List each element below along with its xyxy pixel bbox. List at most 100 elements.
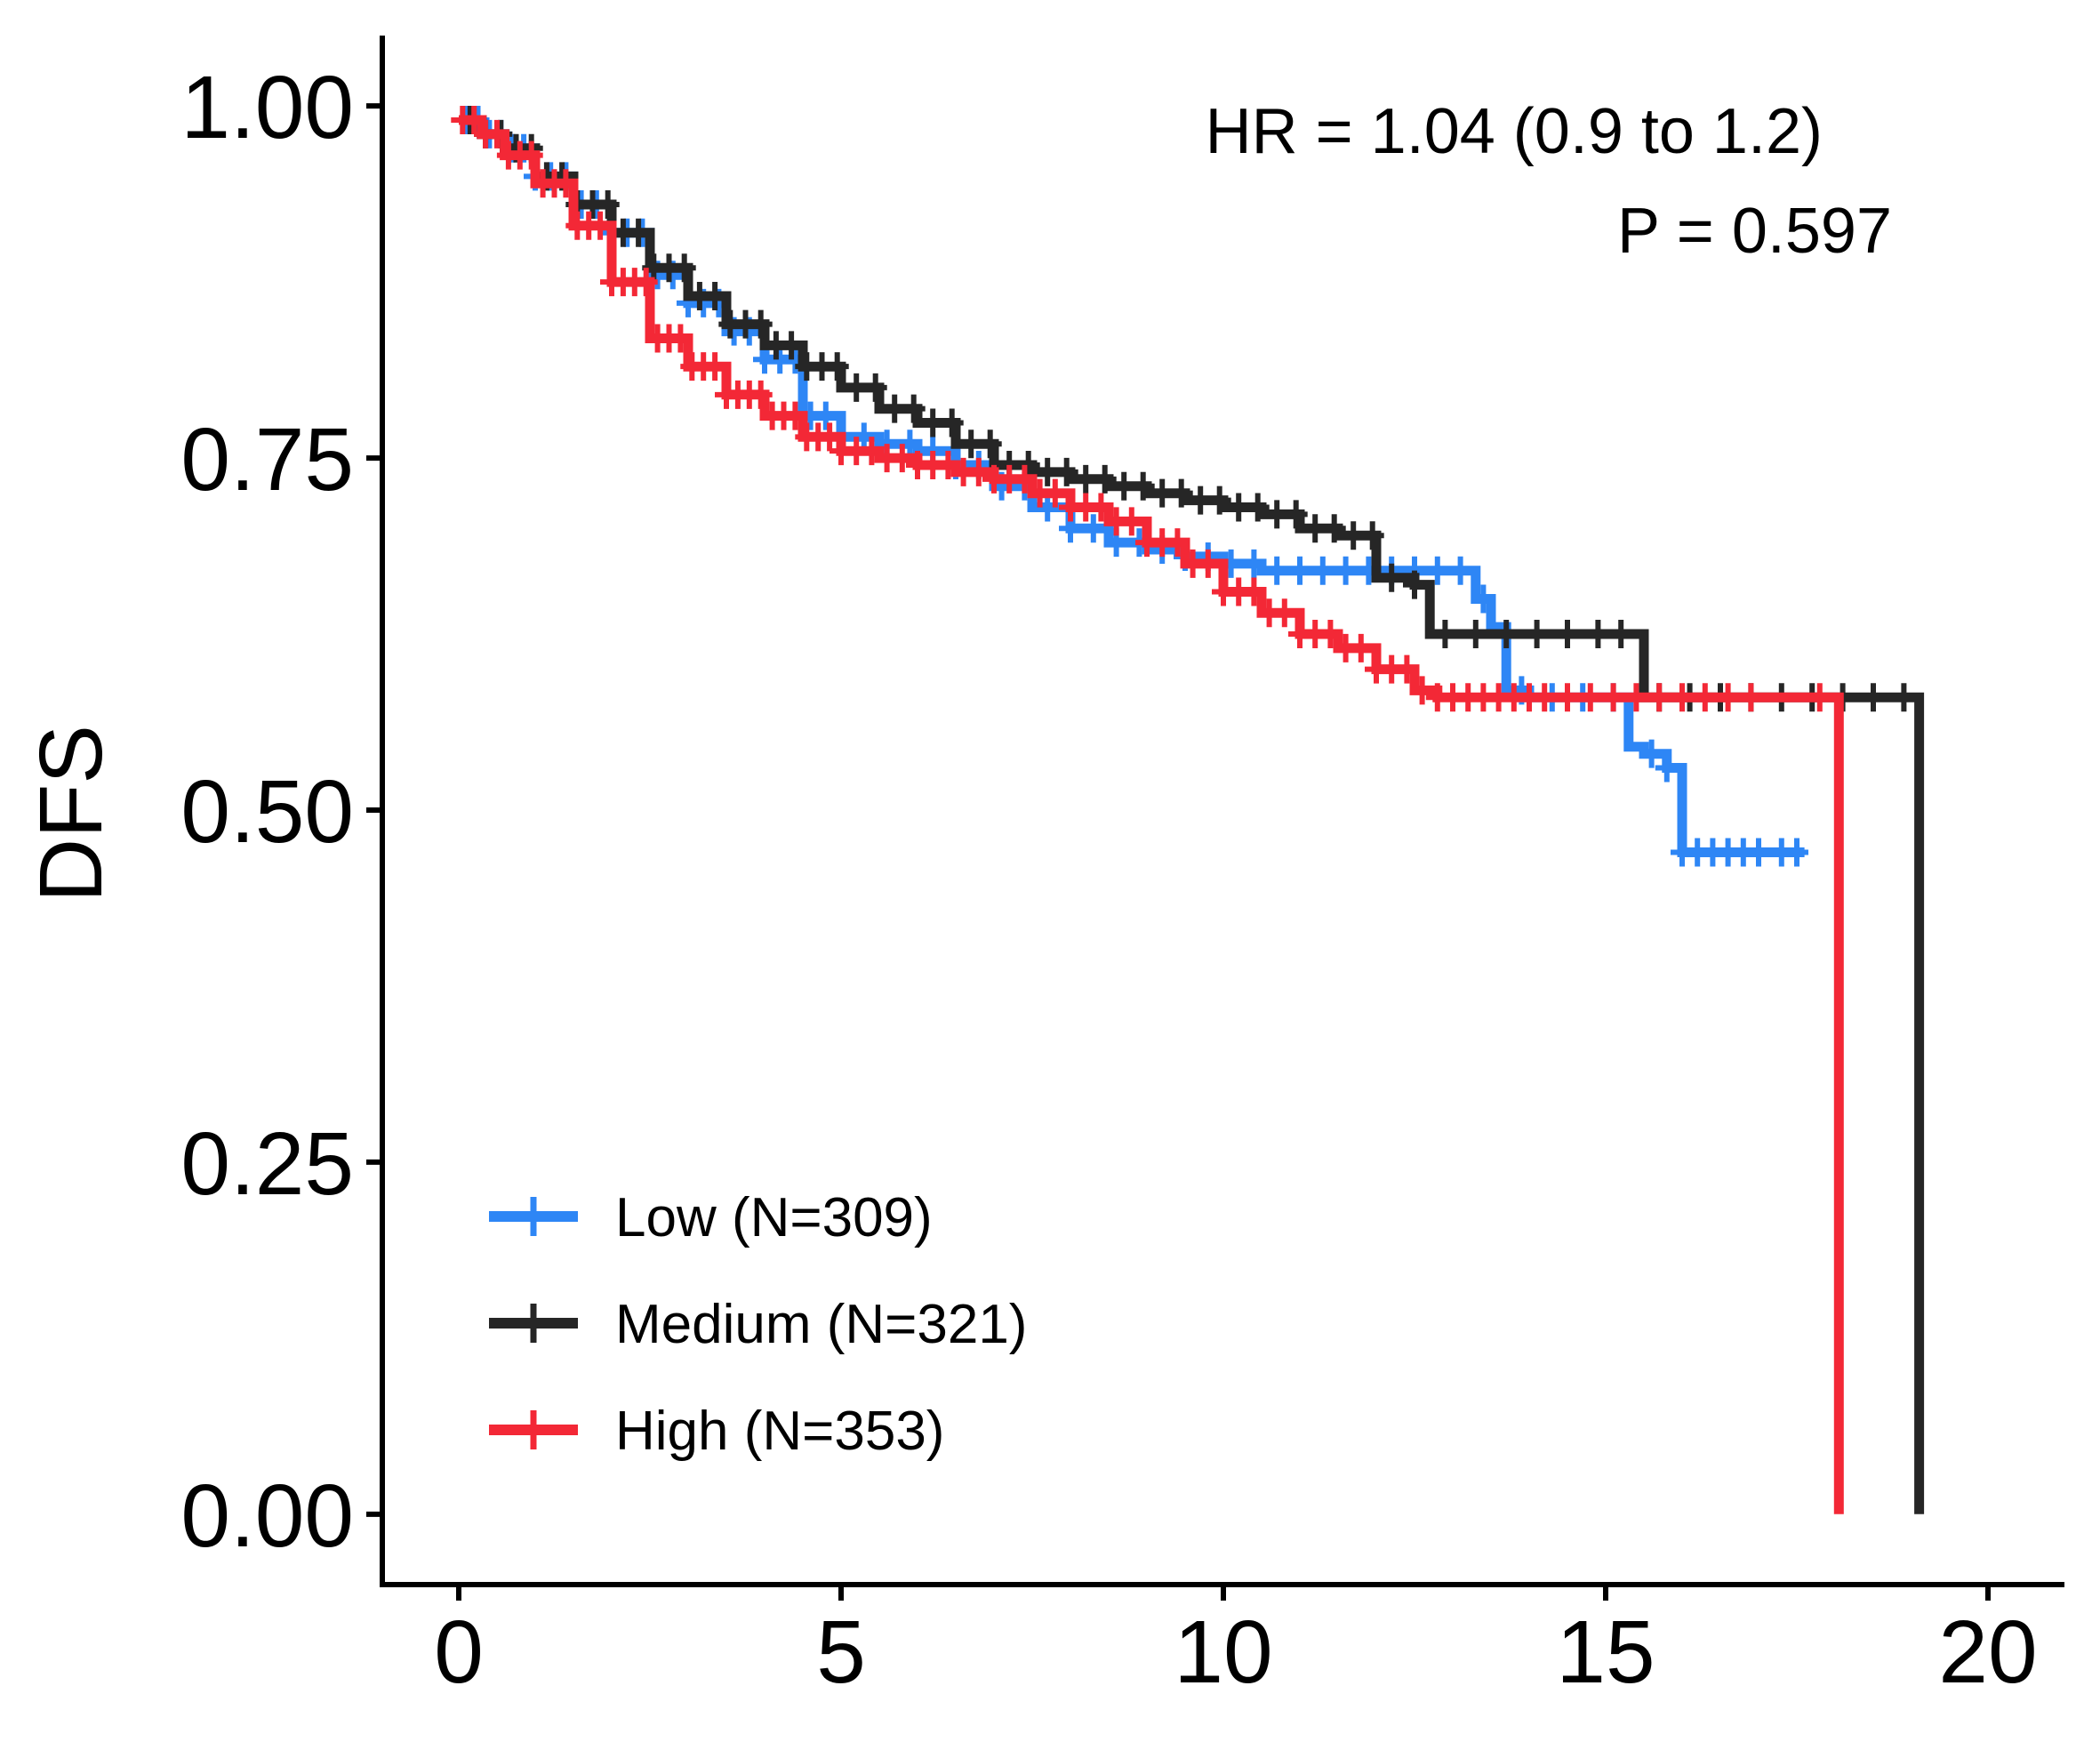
axes-layer: 0 5 10 15 20 0.00 0.25 0.50 0.75 1.00	[180, 36, 2064, 1702]
legend: Low (N=309) Medium (N=321) High (N=353)	[489, 1187, 1027, 1462]
censor-mark	[1054, 457, 1078, 486]
censor-mark	[860, 437, 884, 466]
censor-mark	[1601, 683, 1625, 712]
censor-mark	[1166, 528, 1190, 558]
censor-mark	[825, 352, 849, 381]
censor-mark	[1196, 549, 1220, 578]
legend-label-1: Medium (N=321)	[615, 1294, 1027, 1355]
x-tick-label: 20	[1938, 1602, 2037, 1702]
censor-mark	[1807, 683, 1831, 712]
x-tick-label: 10	[1174, 1602, 1272, 1702]
censor-mark	[1093, 464, 1117, 494]
censor-mark	[703, 352, 727, 381]
censor-mark	[1081, 514, 1105, 543]
censor-mark	[1265, 556, 1289, 585]
censor-mark	[783, 401, 807, 430]
censor-mark	[519, 140, 543, 170]
censor-mark	[1639, 739, 1663, 768]
censor-mark	[1089, 493, 1113, 522]
series-layer	[451, 106, 1925, 1514]
censor-mark	[1862, 683, 1885, 712]
censor-mark	[627, 218, 651, 247]
censor-mark	[1433, 620, 1457, 649]
censor-mark	[634, 268, 658, 297]
y-tick-label: 0.75	[180, 410, 354, 510]
y-tick-label: 0.25	[180, 1114, 354, 1214]
censor-mark	[1322, 514, 1346, 543]
censor-mark	[1288, 556, 1311, 585]
censor-mark	[1693, 683, 1717, 712]
censor-mark	[1533, 683, 1557, 712]
censor-mark	[485, 119, 509, 149]
censor-mark	[1586, 620, 1610, 649]
censor-mark	[1556, 620, 1579, 649]
censor-mark	[672, 253, 696, 283]
censor-mark	[1609, 620, 1633, 649]
censor-mark	[940, 408, 964, 438]
censor-mark	[1319, 620, 1343, 649]
censor-mark	[1655, 753, 1679, 783]
censor-mark	[1284, 500, 1308, 529]
y-tick-label: 0.50	[180, 762, 354, 862]
censor-mark	[978, 429, 1002, 459]
censor-mark	[1525, 620, 1549, 649]
censor-mark	[1785, 838, 1808, 867]
censor-mark	[1334, 556, 1358, 585]
censor-mark	[780, 331, 804, 360]
censor-mark	[1747, 838, 1770, 867]
censor-mark	[1495, 620, 1519, 649]
censor-mark	[936, 451, 960, 480]
censor-mark	[1739, 683, 1763, 712]
censor-mark	[1463, 620, 1487, 649]
censor-mark	[1119, 507, 1143, 536]
y-tick-label: 1.00	[180, 58, 354, 157]
censor-mark	[818, 422, 842, 452]
censor-mark	[1425, 556, 1449, 585]
censor-mark	[1380, 563, 1404, 592]
censor-mark	[966, 457, 990, 486]
censor-mark	[462, 106, 486, 135]
censor-mark	[1471, 584, 1495, 614]
censor-mark	[1169, 478, 1193, 508]
censor-mark	[1207, 486, 1231, 515]
x-tick-label: 0	[434, 1602, 484, 1702]
x-tick-label: 5	[816, 1602, 866, 1702]
censor-mark	[1448, 556, 1472, 585]
censor-mark	[863, 373, 887, 402]
censor-mark	[1556, 683, 1579, 712]
censor-mark	[1242, 577, 1266, 606]
censor-mark	[1671, 683, 1694, 712]
censor-mark	[1246, 493, 1270, 522]
censor-mark	[554, 169, 578, 198]
y-axis-title: DFS	[21, 725, 121, 903]
censor-mark	[1349, 633, 1373, 662]
censor-mark	[1716, 683, 1740, 712]
censor-mark	[1403, 570, 1426, 599]
censor-mark	[890, 444, 914, 473]
censor-mark	[1892, 683, 1916, 712]
censor-mark	[902, 394, 926, 423]
censor-mark	[1242, 549, 1266, 578]
censor-mark	[596, 190, 620, 220]
censor-mark	[1043, 478, 1067, 508]
censor-mark	[1013, 464, 1037, 494]
censor-mark	[749, 309, 773, 339]
censor-mark	[589, 211, 613, 240]
censor-mark	[1410, 676, 1434, 705]
censor-mark	[1131, 471, 1155, 501]
censor-mark	[1624, 683, 1648, 712]
censor-mark	[1310, 556, 1335, 585]
censor-mark	[703, 281, 727, 310]
censor-mark	[1647, 683, 1671, 712]
censor-mark	[669, 324, 693, 353]
p-value-annotation: P = 0.597	[1617, 196, 1892, 267]
censor-mark	[1360, 521, 1384, 550]
legend-label-2: High (N=353)	[615, 1401, 944, 1462]
series-2	[451, 106, 1844, 1514]
censor-mark	[1272, 598, 1296, 628]
censor-mark	[1578, 683, 1602, 712]
y-tick-label: 0.00	[180, 1466, 354, 1566]
legend-label-0: Low (N=309)	[615, 1187, 933, 1248]
censor-mark	[1395, 654, 1419, 684]
